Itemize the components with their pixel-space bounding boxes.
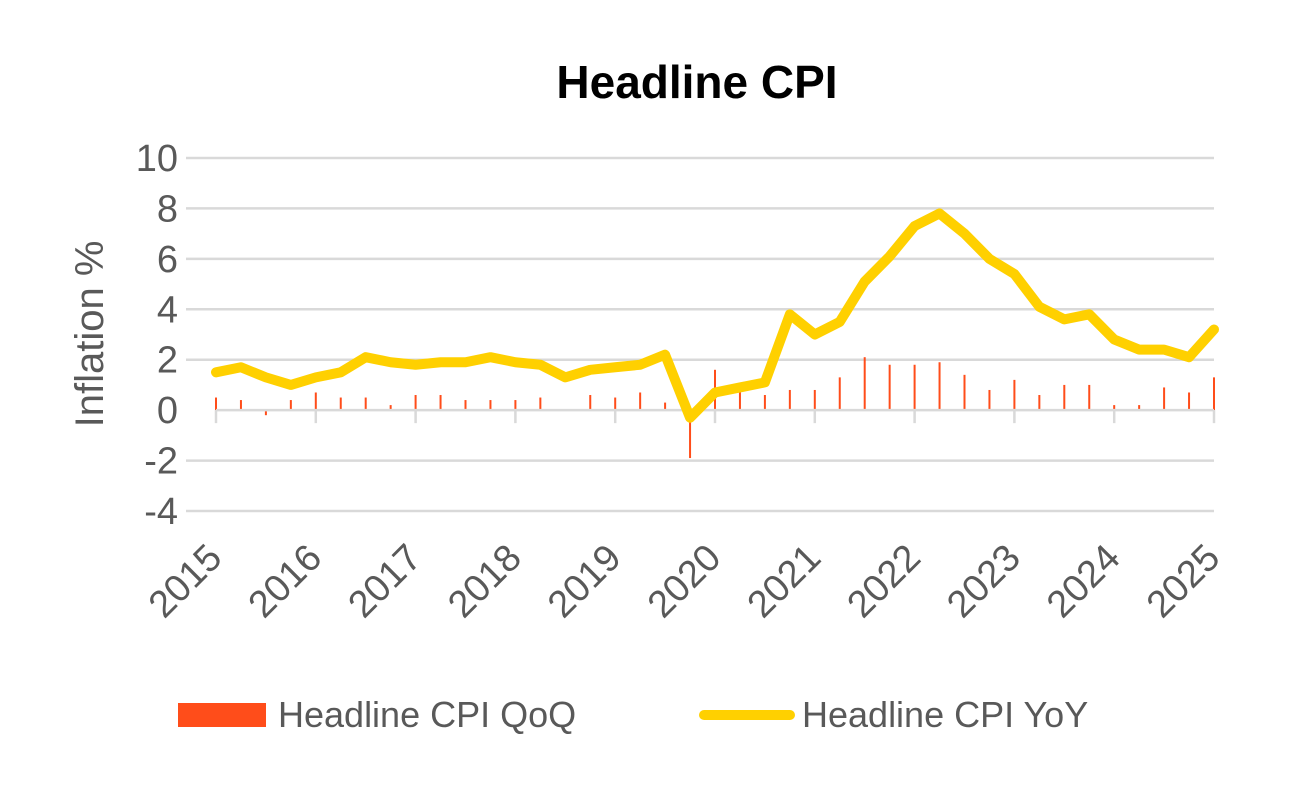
- qoq-bar: [1038, 395, 1041, 411]
- qoq-bar: [489, 400, 492, 411]
- qoq-bars: [215, 357, 1215, 459]
- y-tick-label: 10: [136, 138, 178, 180]
- qoq-bar: [738, 389, 741, 411]
- qoq-bar: [963, 374, 966, 411]
- qoq-bar: [539, 397, 542, 411]
- legend: Headline CPI QoQ Headline CPI YoY: [178, 694, 1088, 735]
- y-tick-label: 2: [157, 340, 178, 382]
- qoq-bar: [639, 392, 642, 411]
- qoq-bar: [514, 400, 517, 411]
- qoq-bar: [1213, 377, 1215, 411]
- qoq-bar: [838, 377, 841, 411]
- qoq-bar: [763, 395, 766, 411]
- x-axis: [214, 408, 1216, 424]
- chart-title: Headline CPI: [556, 56, 837, 108]
- x-tick-label: 2024: [1039, 537, 1128, 626]
- qoq-bar: [1138, 405, 1141, 411]
- qoq-bar: [1113, 405, 1116, 411]
- qoq-bar: [1088, 384, 1091, 411]
- qoq-bar: [215, 397, 217, 411]
- qoq-bar: [1063, 384, 1066, 411]
- qoq-bar: [389, 405, 392, 411]
- x-tick-label: 2022: [839, 537, 928, 626]
- y-axis-label: Inflation %: [68, 241, 112, 428]
- qoq-bar: [239, 400, 242, 411]
- x-tick-labels: 2015 2016 2017 2018 2019 2020 2021 2022 2023 2024…: [141, 537, 1228, 626]
- y-tick-label: -4: [144, 491, 178, 533]
- x-tick-label: 2017: [340, 537, 429, 626]
- x-tick-label: 2018: [440, 537, 529, 626]
- y-tick-label: -2: [144, 441, 178, 483]
- qoq-bar: [1188, 392, 1191, 411]
- qoq-bar: [689, 410, 692, 459]
- qoq-bar: [863, 357, 866, 411]
- qoq-bar: [938, 362, 941, 411]
- gridlines: [186, 156, 1214, 513]
- x-tick-label: 2025: [1139, 537, 1228, 626]
- qoq-bar: [589, 395, 592, 411]
- y-tick-label: 8: [157, 188, 178, 230]
- qoq-bar: [988, 389, 991, 411]
- x-tick-label: 2019: [540, 537, 629, 626]
- x-tick-label: 2021: [740, 537, 829, 626]
- y-tick-label: 0: [157, 390, 178, 432]
- qoq-bar: [414, 395, 417, 411]
- qoq-bar: [813, 389, 816, 411]
- qoq-bar: [289, 400, 292, 411]
- qoq-bar: [339, 397, 342, 411]
- legend-label-yoy: Headline CPI YoY: [802, 694, 1088, 735]
- qoq-bar: [364, 397, 367, 411]
- qoq-bar: [439, 395, 442, 411]
- qoq-bar: [314, 392, 317, 411]
- qoq-bar: [888, 364, 891, 411]
- yoy-line-group: [211, 208, 1219, 423]
- y-tick-labels: 10 8 6 4 2 0 -2 -4: [136, 138, 178, 533]
- qoq-bar: [1013, 379, 1016, 411]
- yoy-line: [211, 208, 1219, 423]
- y-tick-label: 4: [157, 289, 178, 331]
- qoq-bar: [614, 397, 617, 411]
- y-tick-label: 6: [157, 239, 178, 281]
- legend-swatch-qoq: [178, 703, 266, 727]
- x-tick-label: 2020: [640, 537, 729, 626]
- qoq-bar: [264, 410, 267, 416]
- qoq-bar: [664, 402, 667, 411]
- x-tick-label: 2023: [939, 537, 1028, 626]
- x-tick-label: 2015: [141, 537, 230, 626]
- qoq-bar: [1163, 387, 1166, 411]
- x-tick-label: 2016: [241, 537, 330, 626]
- legend-label-qoq: Headline CPI QoQ: [278, 694, 576, 735]
- qoq-bar: [788, 389, 791, 411]
- qoq-bar: [464, 400, 467, 411]
- qoq-bar: [913, 364, 916, 411]
